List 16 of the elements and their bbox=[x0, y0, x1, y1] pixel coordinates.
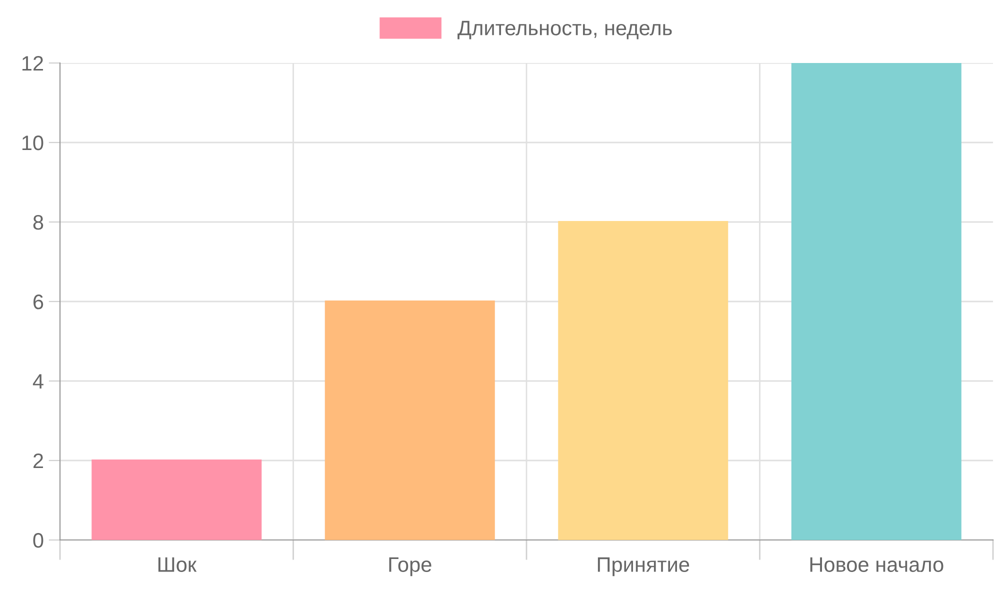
y-tick-label: 6 bbox=[34, 294, 44, 310]
y-tick-label: 10 bbox=[22, 136, 44, 150]
x-tick-label: Шок bbox=[158, 557, 197, 572]
x-tick-label: Новое начало bbox=[810, 557, 944, 572]
y-tick-label: 4 bbox=[32, 374, 44, 389]
legend-label: Длительность, недель bbox=[458, 20, 672, 40]
y-tick-label: 2 bbox=[33, 454, 43, 468]
y-tick-label: 8 bbox=[33, 215, 44, 230]
x-tick-label: Принятие bbox=[598, 557, 690, 576]
bar bbox=[558, 220, 728, 540]
bar bbox=[92, 459, 262, 540]
y-tick-label: 0 bbox=[33, 533, 44, 548]
bar bbox=[324, 300, 495, 540]
y-tick-label: 12 bbox=[22, 56, 43, 71]
x-tick-label: Горе bbox=[389, 557, 432, 576]
bar bbox=[791, 63, 962, 540]
